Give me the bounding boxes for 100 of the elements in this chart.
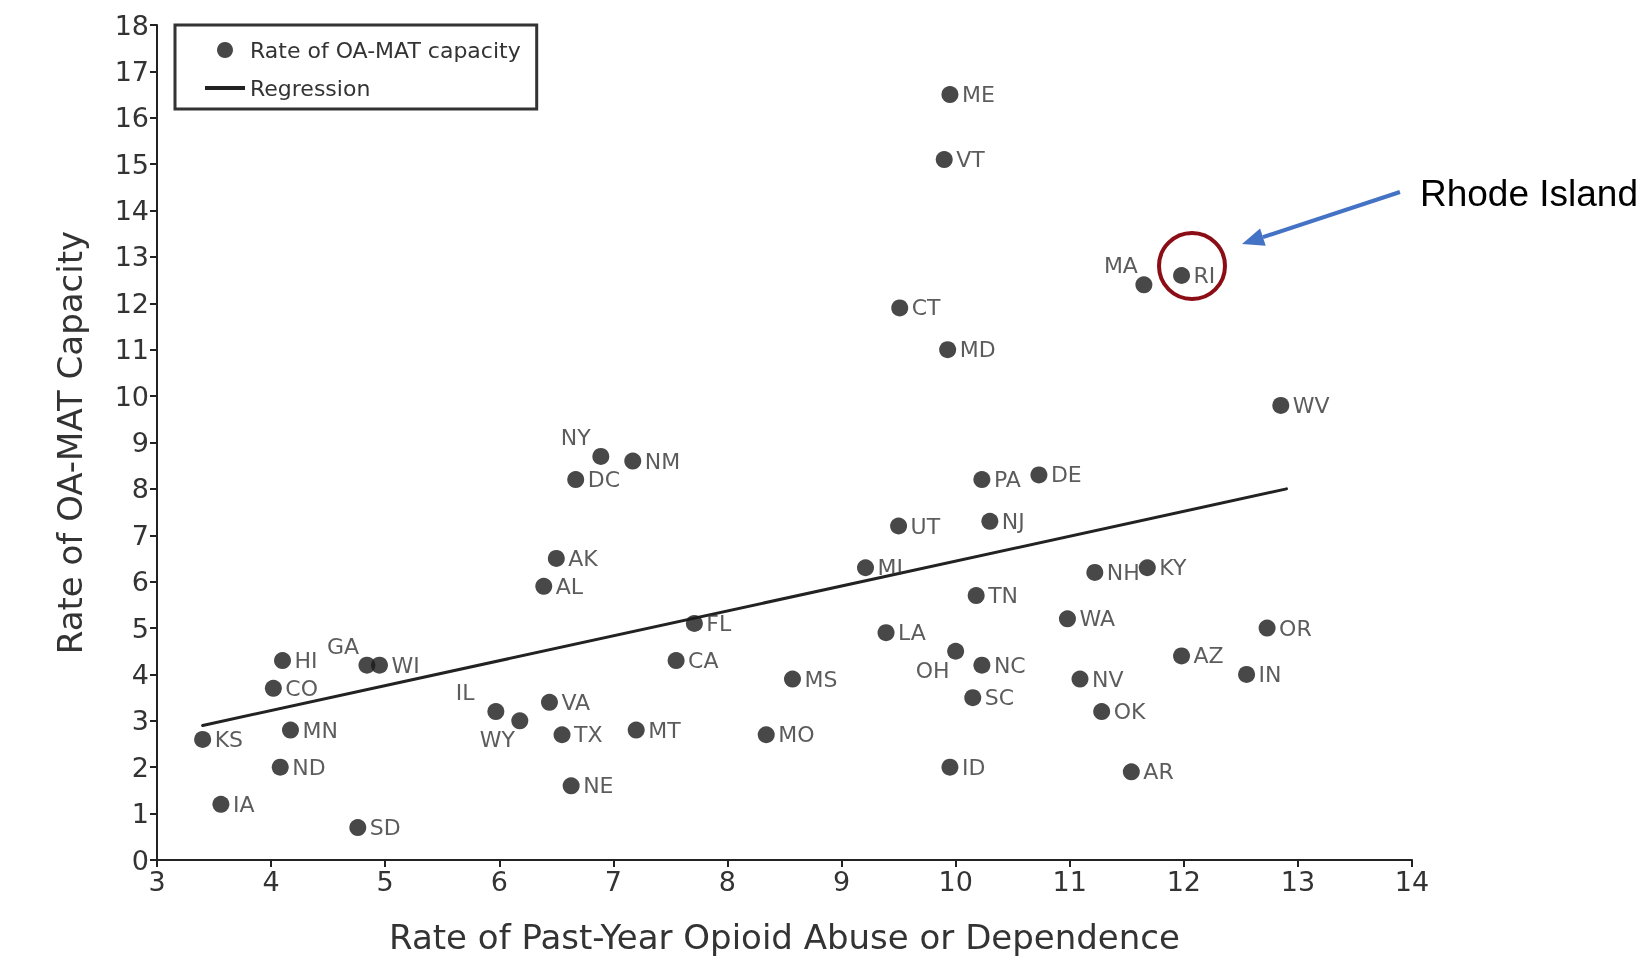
data-label: OR	[1279, 615, 1312, 641]
data-label: IA	[232, 791, 255, 817]
point	[857, 559, 874, 577]
data-label: IL	[455, 680, 476, 706]
point	[941, 758, 959, 776]
point	[981, 512, 999, 530]
data-label: SC	[984, 685, 1015, 711]
data-label: HI	[294, 648, 318, 674]
data-label: OH	[915, 657, 950, 683]
point	[667, 652, 685, 670]
data-label: MS	[804, 666, 838, 692]
data-label: AL	[555, 573, 584, 599]
point	[592, 447, 610, 465]
point	[1122, 763, 1140, 781]
data-label: SD	[369, 815, 401, 841]
x-tick-label: 9	[832, 866, 851, 897]
data-label: IN	[1258, 661, 1282, 687]
point	[540, 693, 558, 711]
point	[370, 656, 388, 674]
point	[624, 452, 642, 470]
point	[1173, 647, 1191, 665]
data-label: TN	[987, 583, 1019, 609]
data-label: CO	[285, 675, 319, 701]
point	[567, 471, 585, 489]
point	[1135, 276, 1153, 294]
data-label: WV	[1292, 392, 1330, 418]
data-label: GA	[326, 633, 360, 659]
x-tick-label: 6	[490, 866, 508, 897]
data-label: WA	[1079, 606, 1116, 632]
point	[877, 624, 895, 642]
point	[264, 679, 282, 697]
x-axis-title: Rate of Past-Year Opioid Abuse or Dependence	[389, 917, 1180, 957]
data-label: NJ	[1001, 508, 1025, 534]
point	[890, 517, 908, 535]
point	[1058, 610, 1076, 628]
data-label: LA	[898, 620, 926, 646]
point	[1272, 396, 1290, 414]
point	[349, 819, 367, 837]
y-tick-label: 8	[131, 473, 149, 505]
point	[1138, 559, 1156, 577]
data-label: DC	[587, 467, 621, 493]
point	[547, 549, 565, 567]
data-label: KY	[1159, 555, 1187, 581]
y-tick-label: 6	[131, 566, 149, 598]
y-tick-label: 4	[131, 658, 149, 690]
x-tick-label: 7	[604, 866, 622, 897]
point	[487, 703, 505, 721]
point	[967, 587, 985, 605]
x-tick-label: 8	[718, 866, 737, 897]
data-label: NC	[993, 652, 1026, 678]
point	[685, 614, 703, 632]
data-label: NE	[583, 773, 614, 799]
y-tick-label: 16	[114, 102, 149, 134]
point	[511, 712, 529, 730]
y-tick-label: 0	[131, 844, 149, 876]
point	[1173, 267, 1191, 284]
data-label: ME	[961, 82, 995, 108]
y-tick-label: 17	[114, 55, 149, 87]
y-tick-label: 13	[114, 241, 149, 273]
data-label: KS	[214, 726, 244, 752]
y-axis-title: Rate of OA-MAT Capacity	[50, 230, 90, 655]
data-label: MT	[648, 717, 682, 743]
data-label: MA	[1103, 253, 1138, 279]
y-tick-label: 9	[131, 427, 149, 458]
y-tick-label: 18	[114, 9, 149, 41]
x-tick-label: 11	[1052, 866, 1087, 897]
data-label: UT	[910, 513, 941, 539]
data-label: AR	[1143, 759, 1174, 785]
data-label: WY	[479, 727, 516, 753]
data-label: NV	[1092, 666, 1124, 692]
point	[535, 577, 553, 595]
point	[212, 795, 230, 813]
y-tick-label: 5	[131, 612, 149, 644]
data-label: AK	[568, 545, 599, 571]
point	[194, 730, 212, 748]
legend-label: Regression	[250, 75, 371, 101]
y-tick-label: 7	[131, 519, 149, 551]
point	[271, 758, 289, 776]
point	[947, 642, 965, 660]
x-tick-label: 13	[1280, 866, 1316, 897]
point	[1093, 703, 1111, 721]
data-label: VT	[956, 147, 986, 173]
data-label: CA	[688, 648, 719, 674]
data-label: MD	[959, 337, 996, 363]
y-tick-label: 11	[114, 334, 149, 366]
data-label: NM	[644, 448, 681, 474]
text: Rhode Island	[1419, 173, 1638, 214]
point	[1258, 619, 1276, 637]
point	[1030, 466, 1048, 484]
point	[973, 656, 991, 674]
data-label: MO	[778, 722, 815, 748]
data-label: OK	[1113, 699, 1146, 725]
y-tick-label: 2	[131, 751, 149, 783]
point	[784, 670, 801, 688]
data-label: VA	[561, 689, 591, 715]
data-label: MN	[302, 717, 338, 743]
point	[1071, 670, 1089, 688]
data-label: MI	[877, 555, 903, 581]
point	[891, 299, 909, 317]
point	[935, 151, 953, 169]
